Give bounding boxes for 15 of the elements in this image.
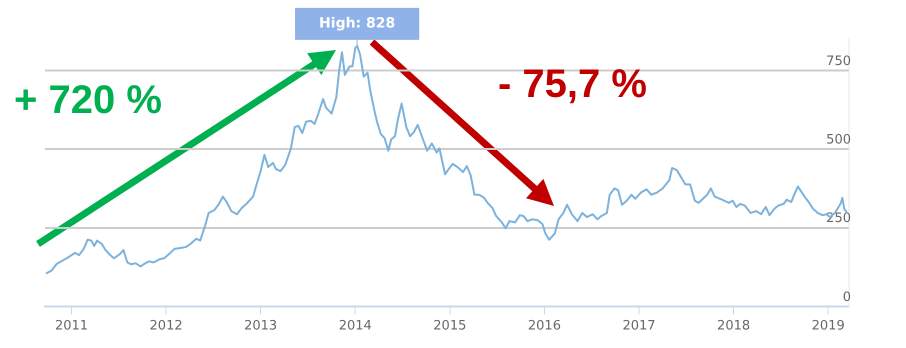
x-tick-label: 2016 <box>528 318 561 334</box>
x-tick-label: 2013 <box>244 318 278 334</box>
annotation: - 75,7 % <box>498 62 647 107</box>
y-tick-label: 750 <box>826 54 851 69</box>
x-tick-label: 2019 <box>812 318 845 334</box>
y-tick-label: 0 <box>842 290 851 305</box>
x-tick-label: 2015 <box>433 318 466 334</box>
y-tick-label: 500 <box>826 132 851 148</box>
x-tick-label: 2011 <box>54 318 88 334</box>
x-tick-label: 2014 <box>338 318 372 334</box>
x-tick-label: 2012 <box>150 318 183 334</box>
x-tick-label: 2017 <box>622 318 656 334</box>
annotation: + 720 % <box>14 78 162 123</box>
x-tick-label: 2018 <box>717 318 750 334</box>
annotation: High: 828 <box>319 16 396 32</box>
